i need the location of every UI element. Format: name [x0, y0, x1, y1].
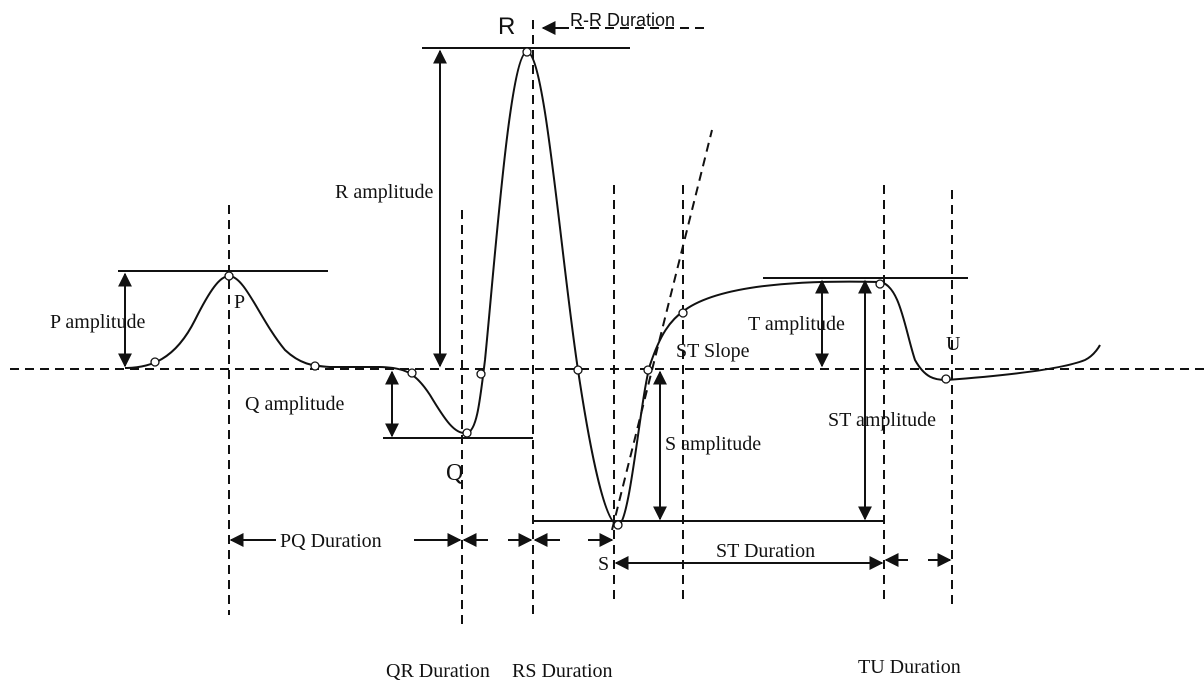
- label: S: [598, 553, 609, 575]
- label: P: [234, 291, 245, 313]
- label: Q amplitude: [245, 393, 345, 415]
- label: ST amplitude: [828, 409, 936, 431]
- label: Q: [446, 460, 463, 486]
- ecg-wave: [124, 50, 1101, 527]
- points: [150, 47, 951, 530]
- labels: R R-R Duration R amplitude P amplitude P…: [50, 10, 961, 682]
- label: T amplitude: [748, 313, 845, 335]
- label: TU Duration: [858, 656, 961, 678]
- label: P amplitude: [50, 311, 145, 333]
- label: S amplitude: [665, 433, 761, 455]
- label: PQ Duration: [280, 530, 382, 552]
- label: U: [946, 333, 961, 355]
- arrows: [118, 49, 952, 570]
- label: RS Duration: [512, 660, 613, 682]
- label: QR Duration: [386, 660, 490, 682]
- guides: [10, 20, 1204, 628]
- label: ST Duration: [716, 540, 815, 562]
- label: ST Slope: [676, 340, 750, 362]
- label: R-R Duration: [570, 10, 675, 30]
- label: R amplitude: [335, 181, 433, 203]
- label: R: [498, 13, 515, 40]
